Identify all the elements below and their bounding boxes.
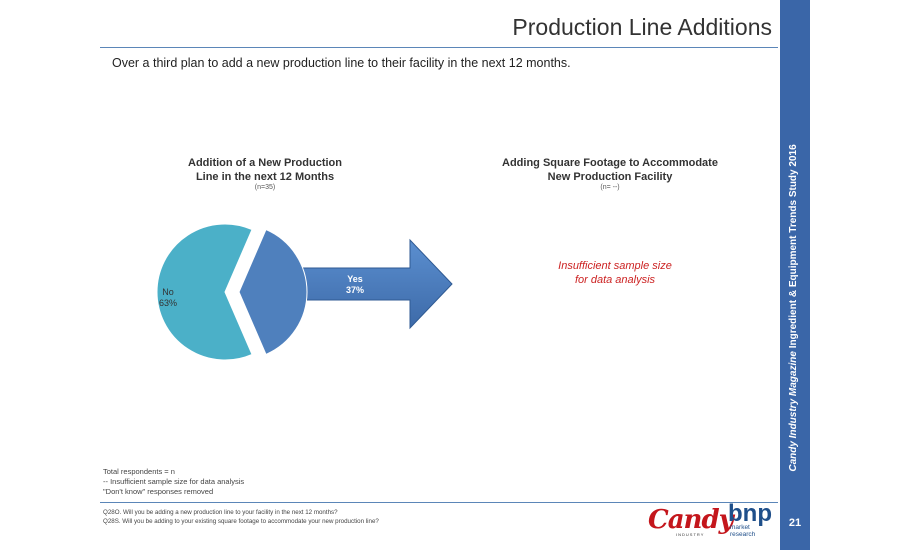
candy-industry-logo: Candy <box>648 505 734 535</box>
bnp-logo-sub: market research <box>730 524 755 538</box>
footnote-insufficient: -- Insufficient sample size for data ana… <box>103 477 245 486</box>
page-subtitle: Over a third plan to add a new productio… <box>112 56 571 70</box>
pie-label-no-value: 63% <box>159 298 177 308</box>
page-title: Production Line Additions <box>512 14 772 40</box>
sidebar-band <box>780 0 810 550</box>
survey-questions: Q28O. Will you be adding a new productio… <box>103 508 379 526</box>
pie-chart-title-line2: Line in the next 12 Months <box>195 171 335 183</box>
pie-chart-title-line1: Addition of a New Production <box>188 157 342 169</box>
pie-label-yes-value: 37% <box>346 285 364 295</box>
pie-slices <box>156 223 308 361</box>
title-divider <box>100 47 778 48</box>
candy-industry-logo-sub: INDUSTRY <box>676 532 705 537</box>
pie-chart-sample-size: (n=35) <box>254 184 276 191</box>
pie-label-no-name: No <box>162 287 174 297</box>
insufficient-message-line2: for data analysis <box>574 274 656 286</box>
pie-chart-title: Addition of a New Production Line in the… <box>160 156 370 184</box>
pie-slice-yes <box>238 228 308 356</box>
square-footage-sample-size: (n= --) <box>600 184 620 191</box>
square-footage-title-line1: Adding Square Footage to Accommodate <box>502 157 718 169</box>
bnp-logo: bnp <box>728 500 772 527</box>
bnp-logo-sub-market: market <box>730 524 750 531</box>
footnotes: Total respondents = n -- Insufficient sa… <box>103 467 244 497</box>
question-q28o: Q28O. Will you be adding a new productio… <box>103 509 338 516</box>
question-q28s: Q28S. Will you be adding to your existin… <box>103 518 379 525</box>
insufficient-sample-message: Insufficient sample size for data analys… <box>540 259 690 287</box>
square-footage-title: Adding Square Footage to Accommodate New… <box>490 156 730 184</box>
bnp-logo-sub-research: research <box>730 531 756 538</box>
footnote-total: Total respondents = n <box>103 467 175 476</box>
insufficient-message-line1: Insufficient sample size <box>558 260 672 272</box>
footer-divider <box>100 502 778 503</box>
pie-slice-no <box>156 223 253 361</box>
pie-label-yes-name: Yes <box>347 274 363 284</box>
square-footage-title-line2: New Production Facility <box>547 171 673 183</box>
page-number: 21 <box>788 517 802 529</box>
arrow-shape <box>299 238 453 330</box>
footnote-dont-know: "Don't know" responses removed <box>103 487 214 496</box>
